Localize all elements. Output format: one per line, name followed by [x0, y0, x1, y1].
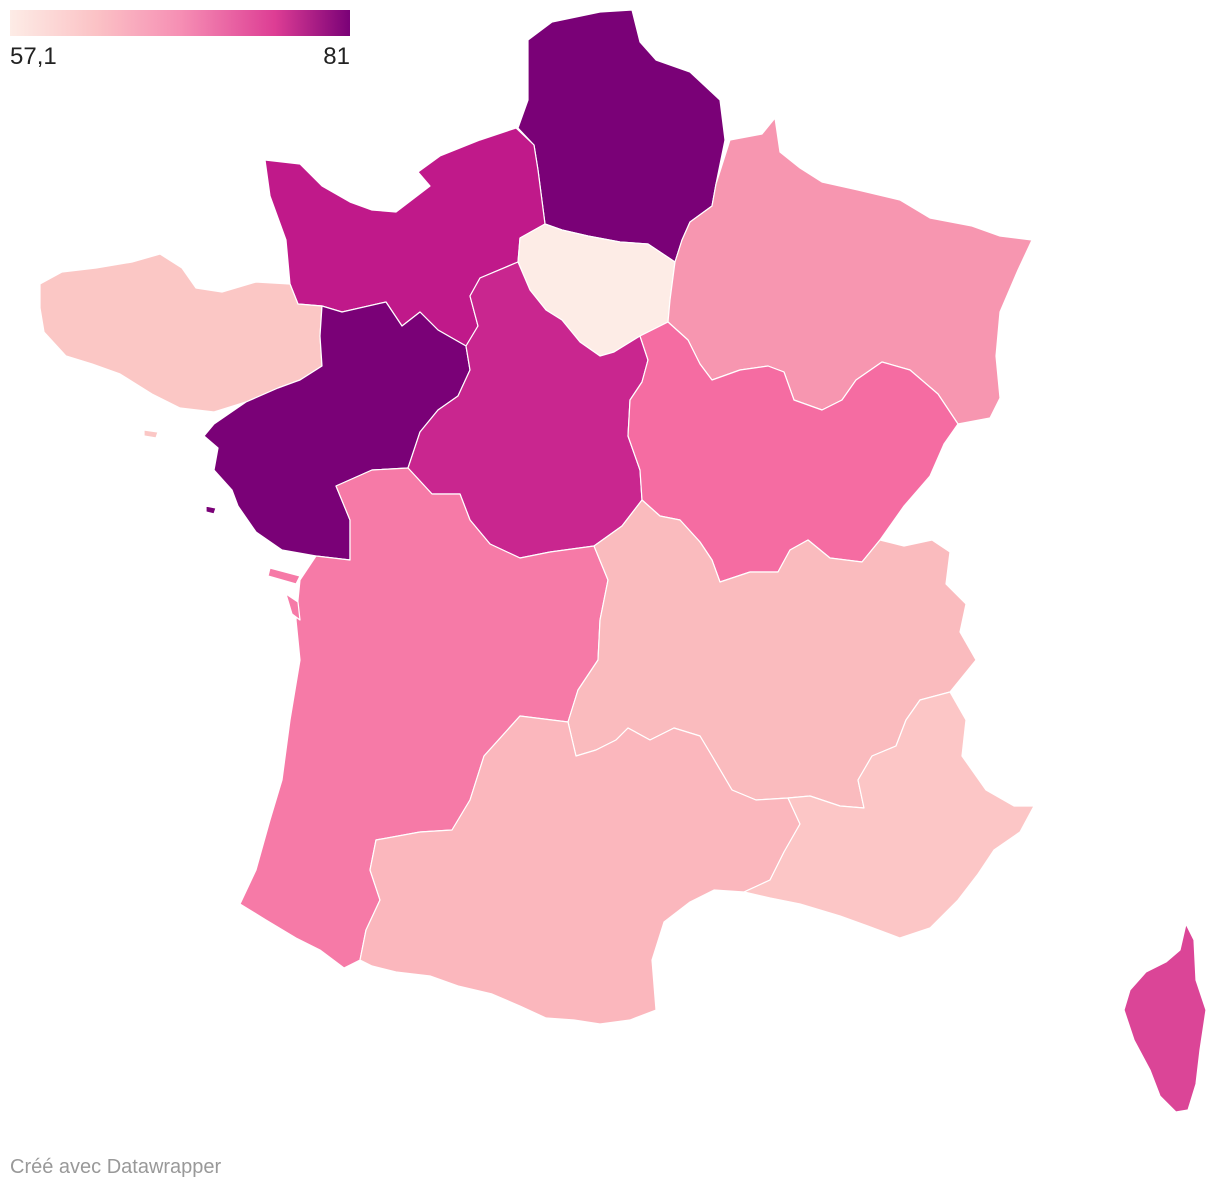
credit-text: Créé avec Datawrapper: [10, 1156, 222, 1178]
region-ile-d-oleron: [285, 593, 301, 621]
region-corse[interactable]: [1123, 923, 1207, 1113]
region-provence-alpes-cote-d-azur[interactable]: [743, 691, 1035, 939]
france-regions-map: [39, 9, 1207, 1113]
color-legend: 57,1 81: [10, 10, 350, 71]
region-ile-d-yeu: [205, 505, 217, 515]
legend-max-label: 81: [323, 43, 350, 70]
legend-min-label: 57,1: [10, 43, 57, 70]
legend-gradient-bar: [10, 10, 350, 36]
region-belle-ile: [143, 429, 159, 439]
region-ile-de-re: [267, 567, 301, 585]
